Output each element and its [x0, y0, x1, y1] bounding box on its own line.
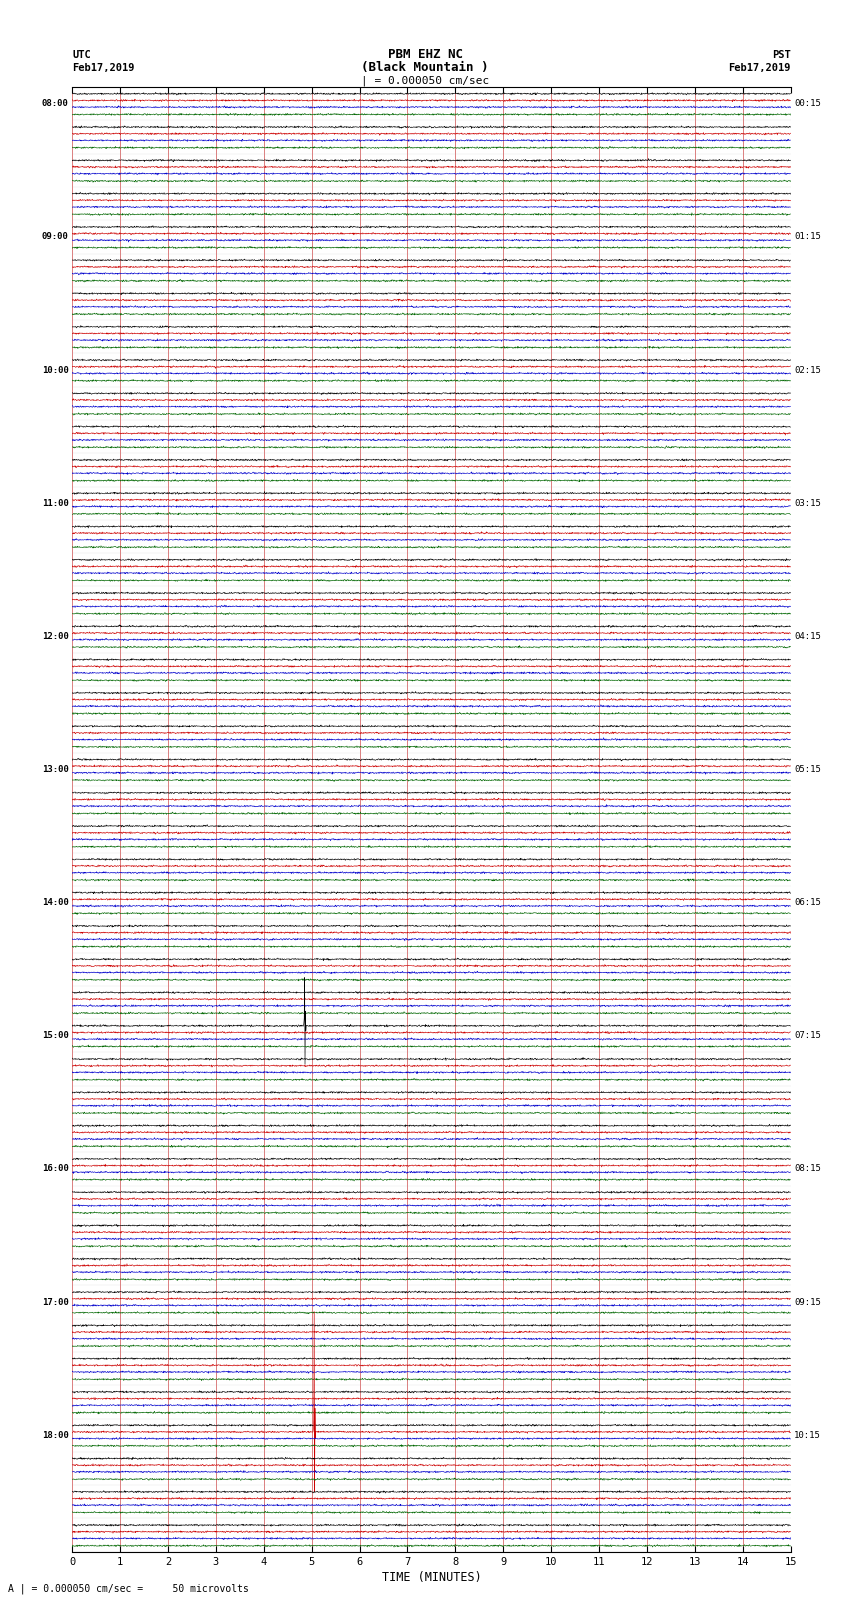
Text: 08:00: 08:00	[42, 100, 69, 108]
Text: Feb17,2019: Feb17,2019	[728, 63, 791, 73]
Text: 12:00: 12:00	[42, 632, 69, 640]
X-axis label: TIME (MINUTES): TIME (MINUTES)	[382, 1571, 481, 1584]
Text: 05:15: 05:15	[794, 765, 821, 774]
Text: (Black Mountain ): (Black Mountain )	[361, 61, 489, 74]
Text: PST: PST	[772, 50, 791, 60]
Text: 09:15: 09:15	[794, 1297, 821, 1307]
Text: 13:00: 13:00	[42, 765, 69, 774]
Text: 07:15: 07:15	[794, 1031, 821, 1040]
Text: 03:15: 03:15	[794, 498, 821, 508]
Text: 10:15: 10:15	[794, 1431, 821, 1440]
Text: 10:00: 10:00	[42, 366, 69, 374]
Text: Feb17,2019: Feb17,2019	[72, 63, 135, 73]
Text: 06:15: 06:15	[794, 898, 821, 907]
Text: 02:15: 02:15	[794, 366, 821, 374]
Text: PBM EHZ NC: PBM EHZ NC	[388, 48, 462, 61]
Text: 17:00: 17:00	[42, 1297, 69, 1307]
Text: 08:15: 08:15	[794, 1165, 821, 1173]
Text: | = 0.000050 cm/sec: | = 0.000050 cm/sec	[361, 76, 489, 85]
Text: 01:15: 01:15	[794, 232, 821, 242]
Text: 18:00: 18:00	[42, 1431, 69, 1440]
Text: 15:00: 15:00	[42, 1031, 69, 1040]
Text: UTC: UTC	[72, 50, 91, 60]
Text: 04:15: 04:15	[794, 632, 821, 640]
Text: 00:15: 00:15	[794, 100, 821, 108]
Text: 14:00: 14:00	[42, 898, 69, 907]
Text: A | = 0.000050 cm/sec =     50 microvolts: A | = 0.000050 cm/sec = 50 microvolts	[8, 1584, 249, 1594]
Text: 16:00: 16:00	[42, 1165, 69, 1173]
Text: 09:00: 09:00	[42, 232, 69, 242]
Text: 11:00: 11:00	[42, 498, 69, 508]
